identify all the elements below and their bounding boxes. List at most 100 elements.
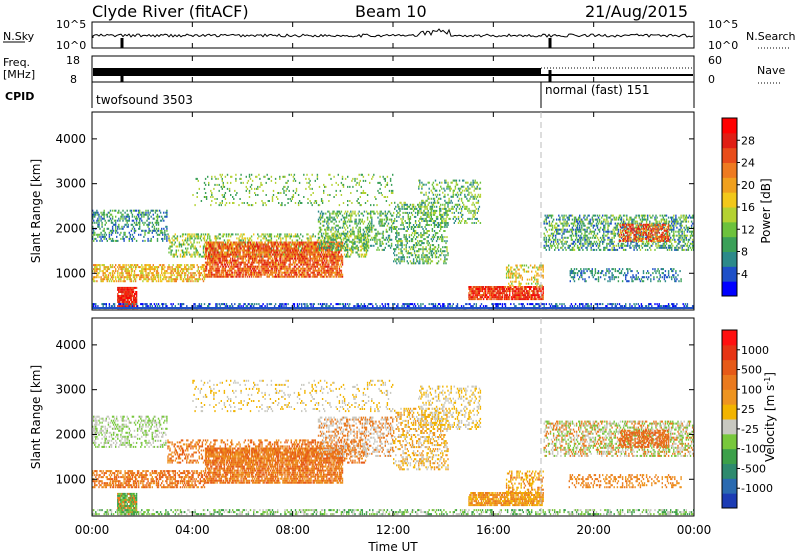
data-cell (211, 245, 213, 248)
data-cell (366, 242, 369, 245)
data-cell (212, 241, 214, 244)
data-cell (290, 245, 292, 248)
data-cell (174, 237, 176, 240)
data-cell (335, 233, 337, 236)
data-cell (320, 251, 323, 254)
data-cell (414, 246, 417, 249)
data-cell (241, 235, 243, 238)
data-cell (166, 229, 168, 232)
data-cell (366, 235, 369, 238)
data-cell (155, 219, 158, 222)
data-cell (151, 278, 153, 281)
data-cell (223, 243, 226, 246)
data-cell (223, 239, 226, 242)
data-cell (411, 254, 414, 257)
data-cell (99, 270, 101, 273)
data-cell (101, 221, 103, 224)
data-cell (146, 280, 148, 283)
data-cell (239, 263, 241, 266)
data-cell (164, 272, 166, 275)
data-cell (142, 272, 144, 275)
data-cell (155, 270, 158, 273)
data-cell (118, 209, 120, 212)
data-cell (133, 237, 136, 240)
data-cell (147, 239, 149, 242)
data-cell (210, 263, 212, 266)
data-cell (324, 275, 326, 278)
data-cell (187, 280, 189, 283)
data-cell (212, 251, 214, 254)
data-cell (196, 264, 198, 267)
data-cell (242, 261, 244, 264)
data-cell (417, 213, 419, 216)
data-cell (148, 272, 150, 275)
data-cell (431, 207, 434, 210)
data-cell (202, 251, 205, 254)
data-cell (220, 243, 222, 246)
data-cell (111, 225, 114, 228)
data-cell (223, 261, 226, 264)
data-cell (318, 267, 321, 270)
data-cell (385, 228, 388, 231)
data-cell (367, 246, 370, 249)
data-cell (187, 233, 189, 236)
data-cell (351, 249, 353, 252)
data-cell (325, 234, 327, 237)
data-cell (102, 274, 104, 277)
data-cell (212, 259, 214, 262)
data-cell (434, 193, 437, 196)
data-cell (162, 239, 164, 242)
data-cell (327, 253, 329, 256)
data-cell (383, 218, 385, 221)
data-cell (119, 286, 121, 289)
data-cell (134, 301, 137, 303)
data-cell (190, 235, 192, 238)
data-cell (433, 187, 436, 190)
data-cell (140, 217, 142, 220)
data-cell (194, 278, 196, 281)
data-cell (101, 225, 103, 228)
data-cell (424, 256, 426, 259)
data-cell (152, 272, 154, 275)
data-cell (374, 238, 376, 241)
data-cell (302, 245, 304, 248)
data-cell (248, 261, 251, 264)
data-cell (209, 241, 211, 244)
data-cell (148, 266, 150, 269)
data-cell (124, 288, 126, 291)
data-cell (121, 215, 123, 218)
data-cell (166, 213, 168, 216)
data-cell (332, 244, 334, 247)
data-cell (174, 253, 176, 256)
data-cell (407, 228, 409, 230)
data-cell (143, 274, 145, 277)
data-cell (440, 258, 442, 261)
data-cell (188, 272, 190, 275)
data-cell (132, 295, 135, 297)
data-cell (135, 274, 138, 277)
data-cell (436, 262, 439, 265)
data-cell (227, 247, 230, 250)
data-cell (363, 241, 366, 244)
data-cell (122, 213, 124, 216)
data-cell (211, 259, 213, 262)
data-cell (157, 223, 160, 226)
data-cell (200, 233, 203, 236)
data-cell (327, 243, 329, 246)
data-cell (278, 249, 280, 252)
data-cell (98, 215, 100, 218)
data-cell (208, 269, 210, 272)
data-cell (107, 219, 110, 222)
data-cell (312, 255, 314, 258)
data-cell (326, 257, 328, 260)
data-cell (256, 253, 258, 256)
data-cell (427, 203, 429, 206)
data-cell (254, 273, 256, 276)
data-cell (123, 264, 125, 267)
data-cell (447, 205, 449, 208)
data-cell (256, 251, 258, 254)
data-cell (227, 273, 230, 276)
data-cell (189, 278, 191, 281)
data-cell (126, 286, 128, 289)
data-cell (227, 251, 230, 254)
